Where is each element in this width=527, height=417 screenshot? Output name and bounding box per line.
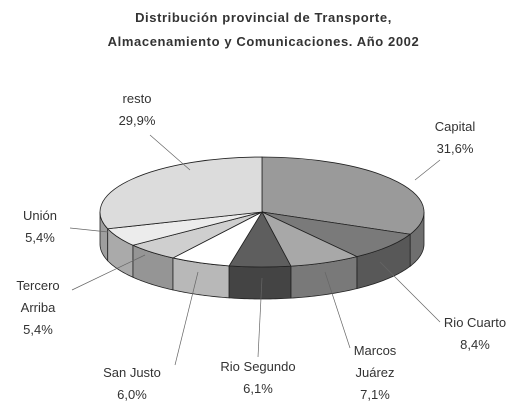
pie-slice <box>99 156 263 230</box>
slice-label: Rio Segundo <box>220 359 296 374</box>
pie-side <box>228 265 292 300</box>
pie-slice <box>261 156 425 235</box>
slice-value-label: 6,1% <box>243 381 273 396</box>
leader-line <box>324 271 351 349</box>
slice-label: Rio Cuarto <box>443 315 507 330</box>
leader-line <box>257 277 263 358</box>
slice-label: Unión <box>23 208 57 223</box>
slice-value-label: 7,1% <box>360 387 390 402</box>
slice-value-label: 6,0% <box>117 387 147 402</box>
leader-line <box>71 254 146 291</box>
leader-line <box>69 227 109 233</box>
slice-label: resto <box>122 91 152 106</box>
chart-title: Distribución provincial de Transporte, <box>135 10 392 25</box>
chart-title: Almacenamiento y Comunicaciones. Año 200… <box>107 34 420 49</box>
slice-label: Tercero Arriba <box>16 278 60 315</box>
leader-line <box>379 261 441 323</box>
slice-value-label: 5,4% <box>23 322 53 337</box>
slice-value-label: 8,4% <box>460 337 490 352</box>
slice-label: Capital <box>434 119 476 134</box>
slice-label: Marcos Juárez <box>353 343 397 380</box>
slice-value-label: 5,4% <box>25 230 55 245</box>
pie-slice <box>261 211 412 257</box>
slice-value-label: 29,9% <box>118 113 156 128</box>
leader-line <box>174 271 199 366</box>
leader-line <box>149 134 191 171</box>
slice-value-label: 31,6% <box>436 141 474 156</box>
leader-line <box>414 159 441 181</box>
slice-label: San Justo <box>103 365 161 380</box>
